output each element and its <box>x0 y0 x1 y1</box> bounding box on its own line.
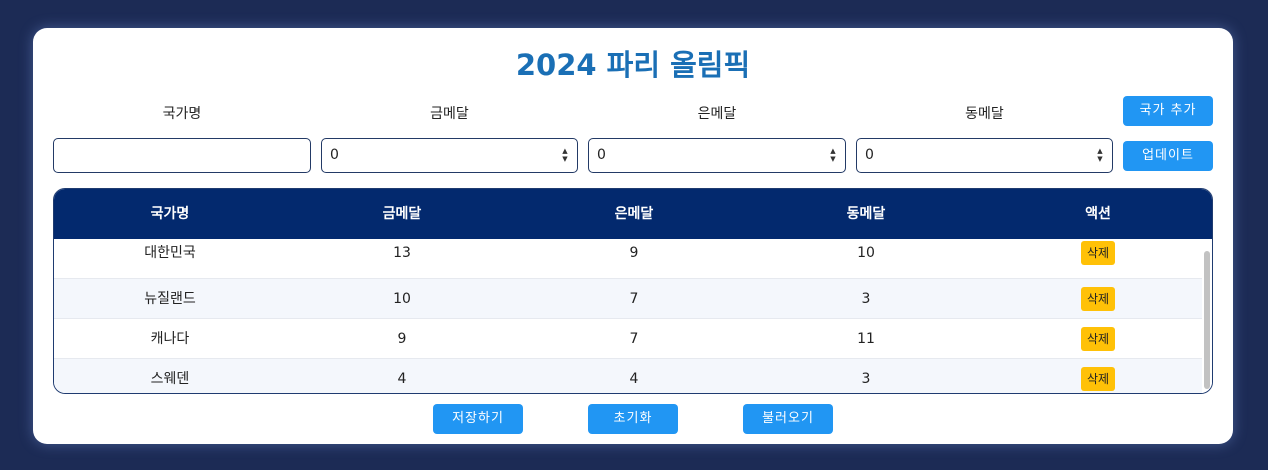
update-button[interactable]: 업데이트 <box>1123 141 1213 171</box>
reset-button[interactable]: 초기화 <box>588 404 678 434</box>
cell-country: 스웨덴 <box>150 371 190 387</box>
header-bronze: 동메달 <box>846 206 886 222</box>
header-silver: 은메달 <box>614 206 654 222</box>
main-card: 2024 파리 올림픽 국가명 금메달 은메달 동메달 국가 추가 0 ▲ ▼ 0… <box>33 28 1233 444</box>
delete-button[interactable]: 삭제 <box>1080 241 1116 265</box>
cell-action: 삭제 <box>982 239 1212 267</box>
cell-silver: 4 <box>629 371 639 387</box>
medal-table: 국가명 금메달 은메달 동메달 액션 대한민국 13 9 10 삭제 뉴질랜드 … <box>53 188 1213 394</box>
bronze-label: 동메달 <box>965 106 1004 122</box>
gold-input[interactable]: 0 ▲ ▼ <box>321 138 578 173</box>
bronze-spinner-icon[interactable]: ▲ ▼ <box>1097 147 1103 163</box>
cell-country: 캐나다 <box>150 331 190 347</box>
cell-action: 삭제 <box>982 359 1212 393</box>
delete-button[interactable]: 삭제 <box>1080 327 1116 351</box>
table-row: 캐나다 9 7 11 삭제 <box>54 319 1204 359</box>
cell-gold: 4 <box>397 371 407 387</box>
cell-gold: 13 <box>393 245 411 261</box>
silver-spinner-icon[interactable]: ▲ ▼ <box>830 147 836 163</box>
header-country: 국가명 <box>150 206 190 222</box>
cell-bronze: 11 <box>857 331 875 347</box>
cell-bronze: 10 <box>857 245 875 261</box>
gold-input-value: 0 <box>330 147 339 163</box>
silver-label: 은메달 <box>697 106 737 122</box>
cell-bronze: 3 <box>861 371 871 387</box>
gold-spinner-icon[interactable]: ▲ ▼ <box>562 147 568 163</box>
gold-label: 금메달 <box>430 106 469 122</box>
silver-input[interactable]: 0 ▲ ▼ <box>588 138 846 173</box>
cell-silver: 7 <box>629 331 639 347</box>
page-title: 2024 파리 올림픽 <box>515 48 751 82</box>
cell-action: 삭제 <box>982 319 1212 359</box>
save-button[interactable]: 저장하기 <box>433 404 523 434</box>
cell-gold: 9 <box>397 331 407 347</box>
silver-input-value: 0 <box>597 147 606 163</box>
header-action: 액션 <box>1085 206 1111 222</box>
cell-country: 뉴질랜드 <box>144 291 196 307</box>
bronze-input[interactable]: 0 ▲ ▼ <box>856 138 1113 173</box>
country-input[interactable] <box>53 138 311 173</box>
load-button[interactable]: 불러오기 <box>743 404 833 434</box>
bronze-input-value: 0 <box>865 147 874 163</box>
table-row: 뉴질랜드 10 7 3 삭제 <box>54 279 1204 319</box>
cell-silver: 7 <box>629 291 639 307</box>
table-scrollbar-thumb[interactable] <box>1204 251 1210 389</box>
country-label: 국가명 <box>162 106 202 122</box>
cell-action: 삭제 <box>982 279 1212 319</box>
cell-country: 대한민국 <box>144 245 196 261</box>
header-gold: 금메달 <box>382 206 422 222</box>
cell-gold: 10 <box>393 291 411 307</box>
delete-button[interactable]: 삭제 <box>1080 367 1116 391</box>
table-header: 국가명 금메달 은메달 동메달 액션 <box>54 189 1212 239</box>
cell-silver: 9 <box>629 245 639 261</box>
table-row: 스웨덴 4 4 3 삭제 <box>54 359 1204 393</box>
cell-bronze: 3 <box>861 291 871 307</box>
delete-button[interactable]: 삭제 <box>1080 287 1116 311</box>
table-row: 대한민국 13 9 10 삭제 <box>54 239 1204 279</box>
add-country-button[interactable]: 국가 추가 <box>1123 96 1213 126</box>
